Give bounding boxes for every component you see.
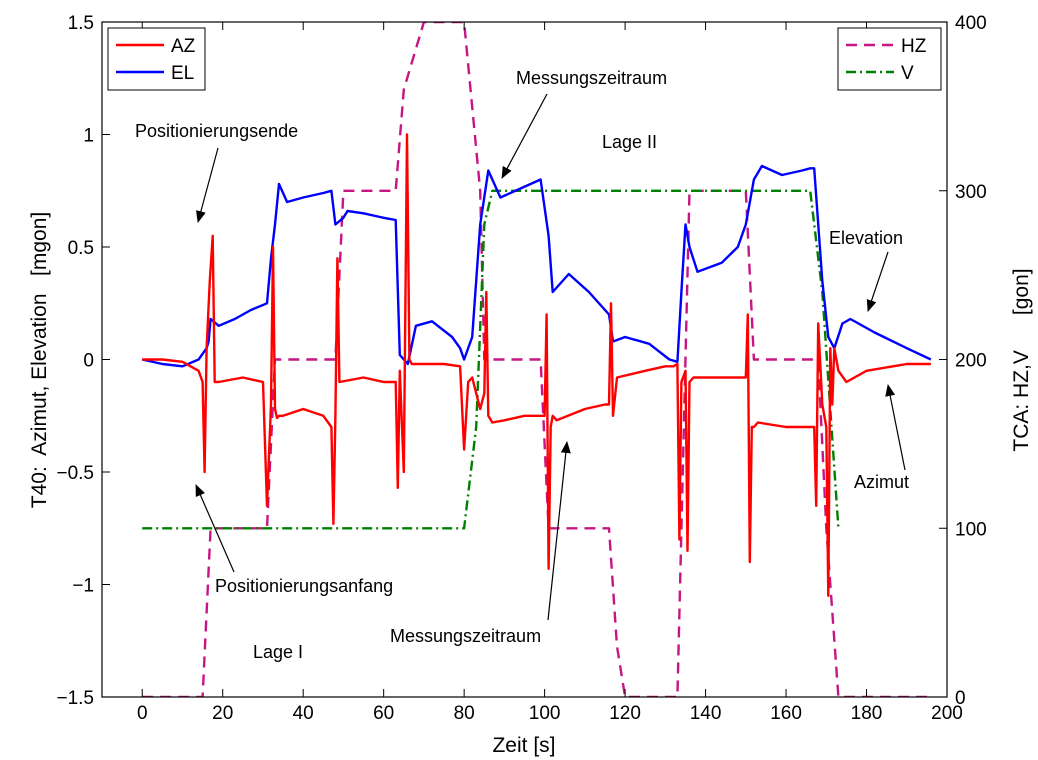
x-axis-label: Zeit [s]: [492, 734, 555, 757]
left-y-tick-label: 0.5: [68, 238, 94, 259]
legend-right: HZ V: [837, 27, 942, 91]
legend-label-hz: HZ: [901, 36, 927, 57]
legend-left-box: [107, 27, 206, 91]
series-hz-line: [142, 22, 931, 697]
series-layer: [141, 22, 932, 697]
left-y-tick-label: −0.5: [56, 463, 94, 484]
arrow-azimut: [885, 384, 906, 471]
series-az-line: [142, 133, 931, 597]
left-y-tick-label: 1: [83, 126, 94, 147]
x-tick-label: 20: [212, 703, 233, 724]
annotation-messungszeitraum-bottom: Messungszeitraum: [390, 626, 541, 646]
annotation-elevation: Elevation: [829, 228, 903, 248]
left-y-tick-label: −1: [72, 576, 94, 597]
left-y-axis-label: T40: Azimut, Elevation [mgon]: [28, 212, 51, 508]
annotation-messungszeitraum-top: Messungszeitraum: [516, 68, 667, 88]
x-tick-label: 60: [373, 703, 394, 724]
annotation-positionierungsende: Positionierungsende: [135, 121, 298, 141]
legend-left: AZ EL: [107, 27, 206, 91]
right-y-tick-label: 300: [955, 182, 987, 203]
x-tick-label: 100: [529, 703, 561, 724]
right-y-tick-label: 100: [955, 519, 987, 540]
arrow-messungszeitraum-top: [501, 93, 548, 179]
x-tick-label: 140: [690, 703, 722, 724]
annotation-positionierungsanfang: Positionierungsanfang: [215, 576, 393, 596]
arrow-positionierungsanfang: [195, 484, 235, 573]
left-y-tick-label: −1.5: [56, 688, 94, 709]
right-y-axis-label: TCA: HZ,V [gon]: [1010, 268, 1033, 451]
x-tick-label: 80: [454, 703, 475, 724]
x-tick-label: 120: [609, 703, 641, 724]
x-tick-label: 0: [137, 703, 148, 724]
legend-label-v: V: [901, 63, 914, 84]
ticks-layer: 0 20 40 60 80 100 120 140 160 180 200 −1.5 −1 −0.5 0 0.…: [56, 13, 986, 724]
annotation-lage-ii: Lage II: [602, 132, 657, 152]
left-y-tick-label: 1.5: [68, 13, 94, 34]
x-tick-label: 180: [851, 703, 883, 724]
legend-label-az: AZ: [171, 36, 196, 57]
right-y-tick-label: 0: [955, 688, 966, 709]
legend-right-box: [837, 27, 942, 91]
arrow-positionierungsende: [196, 147, 219, 223]
series-el-line: [141, 164, 932, 368]
annotations-layer: Positionierungsende Messungszeitraum Lag…: [135, 68, 909, 662]
arrow-messungszeitraum-bottom: [547, 441, 571, 621]
x-tick-label: 40: [293, 703, 314, 724]
annotation-lage-i: Lage I: [253, 642, 303, 662]
series-v-line: [142, 189, 840, 530]
annotation-azimut: Azimut: [854, 472, 909, 492]
x-tick-label: 160: [770, 703, 802, 724]
left-y-tick-label: 0: [83, 351, 94, 372]
right-y-tick-label: 400: [955, 13, 987, 34]
legend-label-el: EL: [171, 63, 194, 84]
arrow-elevation: [866, 251, 889, 312]
right-y-tick-label: 200: [955, 351, 987, 372]
x-tick-label: 200: [931, 703, 963, 724]
